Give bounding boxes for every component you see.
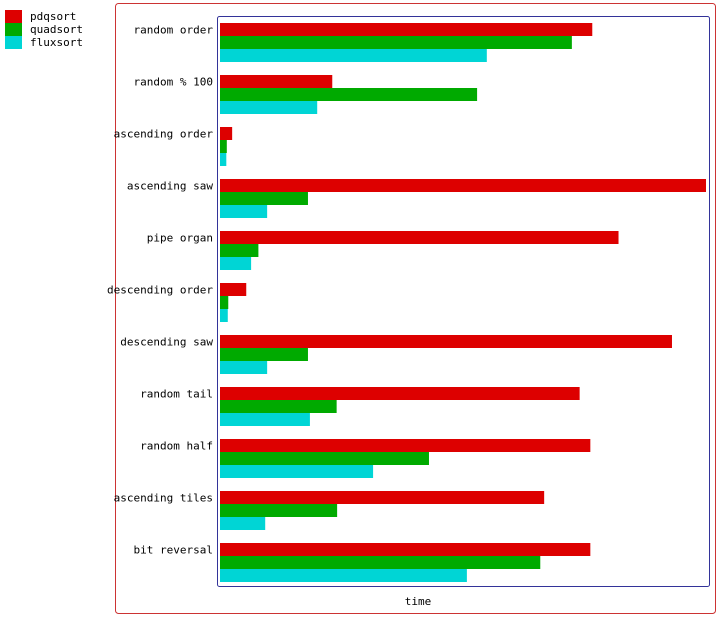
bar-pdqsort-random-100	[220, 75, 333, 88]
x-axis-label: time	[405, 595, 432, 608]
bar-pdqsort-ascending-order	[220, 127, 233, 140]
legend-swatch-quadsort	[5, 23, 22, 36]
bar-pdqsort-descending-order	[220, 283, 247, 296]
legend-item-quadsort: quadsort	[5, 23, 83, 36]
bar-quadsort-random-half	[220, 452, 429, 465]
bar-fluxsort-ascending-order	[220, 153, 227, 166]
bar-quadsort-ascending-tiles	[220, 504, 338, 517]
bar-pdqsort-bit-reversal	[220, 543, 591, 556]
category-label-random-tail: random tail	[140, 388, 213, 401]
legend-item-pdqsort: pdqsort	[5, 10, 83, 23]
bar-fluxsort-ascending-saw	[220, 205, 268, 218]
bar-quadsort-descending-order	[220, 296, 229, 309]
bar-pdqsort-pipe-organ	[220, 231, 619, 244]
bar-quadsort-random-100	[220, 88, 478, 101]
legend-label-quadsort: quadsort	[30, 23, 83, 36]
bar-quadsort-random-tail	[220, 400, 337, 413]
bar-pdqsort-ascending-saw	[220, 179, 706, 192]
chart-outer-frame	[115, 3, 716, 614]
category-label-descending-order: descending order	[107, 284, 213, 297]
bar-quadsort-ascending-order	[220, 140, 227, 153]
legend-swatch-pdqsort	[5, 10, 22, 23]
category-label-ascending-saw: ascending saw	[127, 180, 213, 193]
legend: pdqsort quadsort fluxsort	[5, 10, 83, 49]
category-label-random-100: random % 100	[134, 76, 213, 89]
bar-fluxsort-random-tail	[220, 413, 310, 426]
bar-fluxsort-random-half	[220, 465, 374, 478]
category-label-ascending-tiles: ascending tiles	[114, 492, 213, 505]
bar-fluxsort-random-100	[220, 101, 318, 114]
category-label-pipe-organ: pipe organ	[147, 232, 213, 245]
plot-area-frame	[217, 16, 710, 587]
bar-quadsort-pipe-organ	[220, 244, 259, 257]
bar-fluxsort-descending-order	[220, 309, 228, 322]
bar-fluxsort-pipe-organ	[220, 257, 252, 270]
legend-item-fluxsort: fluxsort	[5, 36, 83, 49]
bar-pdqsort-random-tail	[220, 387, 580, 400]
legend-label-pdqsort: pdqsort	[30, 10, 77, 23]
bar-quadsort-descending-saw	[220, 348, 308, 361]
bar-quadsort-ascending-saw	[220, 192, 308, 205]
bars-group	[220, 23, 706, 582]
bar-fluxsort-descending-saw	[220, 361, 268, 374]
bar-pdqsort-ascending-tiles	[220, 491, 545, 504]
bar-pdqsort-descending-saw	[220, 335, 672, 348]
bar-pdqsort-random-half	[220, 439, 591, 452]
category-label-descending-saw: descending saw	[120, 336, 213, 349]
bar-fluxsort-bit-reversal	[220, 569, 467, 582]
legend-label-fluxsort: fluxsort	[30, 36, 83, 49]
bar-fluxsort-ascending-tiles	[220, 517, 266, 530]
legend-swatch-fluxsort	[5, 36, 22, 49]
bar-pdqsort-random-order	[220, 23, 593, 36]
category-label-ascending-order: ascending order	[114, 128, 214, 141]
bar-quadsort-bit-reversal	[220, 556, 541, 569]
bar-quadsort-random-order	[220, 36, 572, 49]
category-label-bit-reversal: bit reversal	[134, 544, 213, 557]
bar-fluxsort-random-order	[220, 49, 487, 62]
category-label-random-order: random order	[134, 24, 214, 37]
category-label-random-half: random half	[140, 440, 213, 453]
category-labels-group: random order random % 100 ascending order a…	[107, 24, 213, 557]
